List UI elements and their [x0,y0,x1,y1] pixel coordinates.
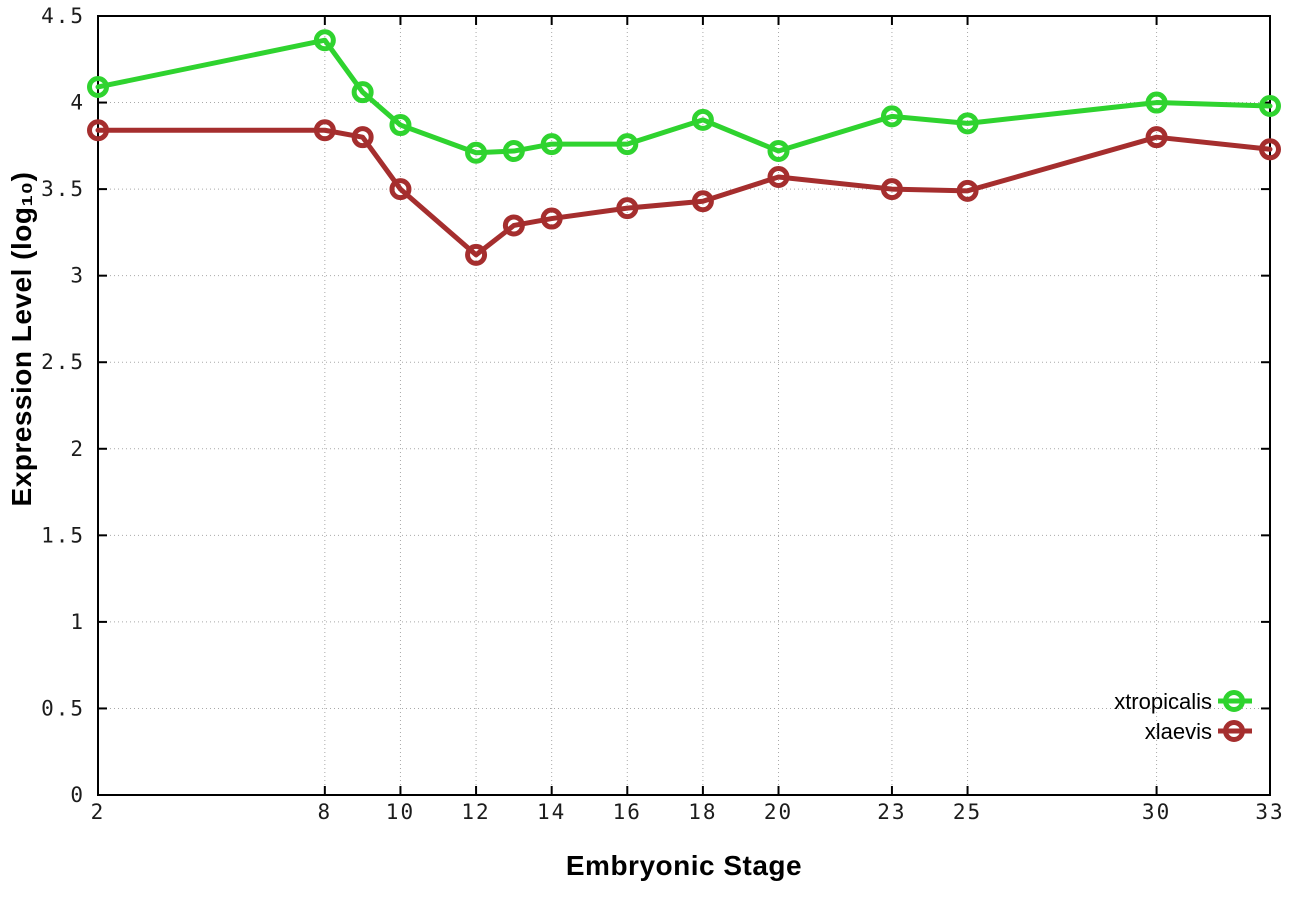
series-xlaevis [87,119,1281,266]
y-tick-label: 1.5 [41,523,85,547]
plot-border [97,15,1271,796]
y-tick-label: 2.5 [41,350,85,374]
x-tick-label: 30 [1142,800,1171,824]
data-point-xtropicalis [389,114,412,137]
data-point-xlaevis [616,197,639,220]
x-tick-label: 16 [613,800,642,824]
y-tick-label: 1 [70,610,85,634]
data-point-xlaevis [1145,126,1168,149]
gridlines [98,16,1270,795]
y-tick-label: 4 [70,91,85,115]
data-point-xtropicalis [1259,95,1281,118]
y-tick-label: 4.5 [41,4,85,28]
data-point-xlaevis [880,178,903,201]
data-point-xtropicalis [1145,91,1168,114]
x-tick-label: 8 [318,800,333,824]
data-point-xtropicalis [767,140,790,163]
x-tick-label: 2 [91,800,106,824]
y-tick-label: 0.5 [41,696,85,720]
legend-label-xlaevis: xlaevis [1145,719,1212,744]
data-point-xlaevis [1259,138,1281,161]
data-point-xlaevis [767,165,790,188]
data-point-xtropicalis [540,133,563,156]
y-tick-label: 2 [70,437,85,461]
y-tick-label: 3.5 [41,177,85,201]
data-point-xtropicalis [691,108,714,131]
data-point-xtropicalis [502,140,525,163]
x-axis-title: Embryonic Stage [565,850,803,881]
data-point-xlaevis [502,214,525,237]
legend: xtropicalis xlaevis [1114,689,1252,744]
x-tick-label: 33 [1255,800,1284,824]
data-point-xtropicalis [465,141,488,164]
x-tick-label: 10 [386,800,415,824]
series-xtropicalis [87,29,1281,164]
data-point-xtropicalis [880,105,903,128]
y-tick-label: 3 [70,264,85,288]
data-point-xtropicalis [616,133,639,156]
data-point-xlaevis [389,178,412,201]
legend-label-xtropicalis: xtropicalis [1114,689,1212,714]
y-axis-title: Expression Level (log₁₀) [6,171,37,507]
data-point-xtropicalis [87,75,109,98]
x-tick-label: 18 [688,800,717,824]
data-point-xlaevis [351,126,374,149]
data-point-xlaevis [691,190,714,213]
data-point-xlaevis [87,119,109,142]
tick-marks [97,15,1271,796]
data-point-xlaevis [313,119,336,142]
x-tick-label: 20 [764,800,793,824]
y-tick-label: 0 [70,783,85,807]
legend-marker-xtropicalis [1223,690,1245,712]
data-point-xtropicalis [313,29,336,52]
x-tick-label: 23 [877,800,906,824]
data-point-xlaevis [465,243,488,266]
tick-labels: 2 8 10 12 14 16 18 20 23 25 30 33 0 0.5 1 1.5 2 2.5 3 3.5 4 4… [41,4,1284,824]
data-point-xtropicalis [956,112,979,135]
data-point-xlaevis [956,179,979,202]
series-line-xlaevis [95,127,1273,258]
data-point-xtropicalis [351,81,374,104]
legend-marker-xlaevis [1223,720,1245,742]
data-point-xlaevis [540,207,563,230]
x-tick-label: 25 [953,800,982,824]
x-tick-label: 12 [461,800,490,824]
series-line-xtropicalis [95,37,1273,156]
x-tick-label: 14 [537,800,566,824]
